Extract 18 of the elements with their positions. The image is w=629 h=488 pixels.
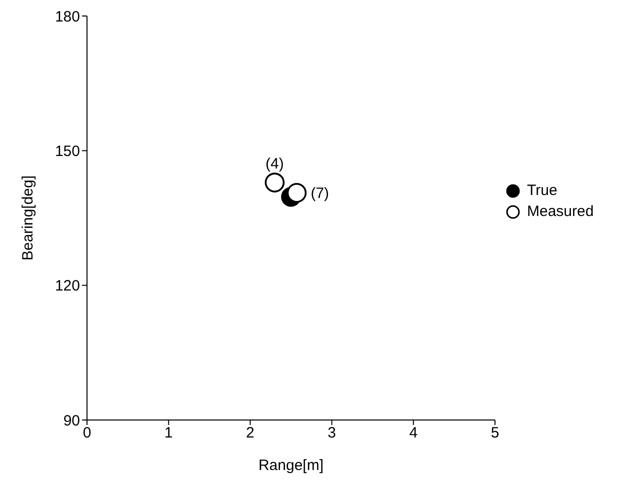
x-tick-label: 1 (164, 424, 173, 442)
x-tick-label: 4 (409, 424, 418, 442)
annotation: (7) (310, 185, 330, 202)
annotation: (4) (266, 156, 284, 173)
y-axis-title: Bearing[deg] (19, 175, 36, 261)
x-tick-label: 2 (246, 424, 254, 442)
x-tick-label: 5 (490, 424, 500, 442)
y-tick-label: 150 (54, 142, 80, 160)
point (286, 182, 307, 203)
legend-label: Measured (527, 203, 594, 220)
point (264, 172, 285, 192)
legend-label: True (527, 182, 558, 199)
y-tick-label: 120 (54, 278, 80, 295)
y-tick-label: 90 (63, 412, 80, 430)
x-tick-label: 3 (328, 424, 336, 442)
x-tick-label: 0 (82, 424, 92, 442)
x-axis-title: Range[m] (258, 457, 324, 474)
y-tick-label: 180 (54, 8, 80, 26)
